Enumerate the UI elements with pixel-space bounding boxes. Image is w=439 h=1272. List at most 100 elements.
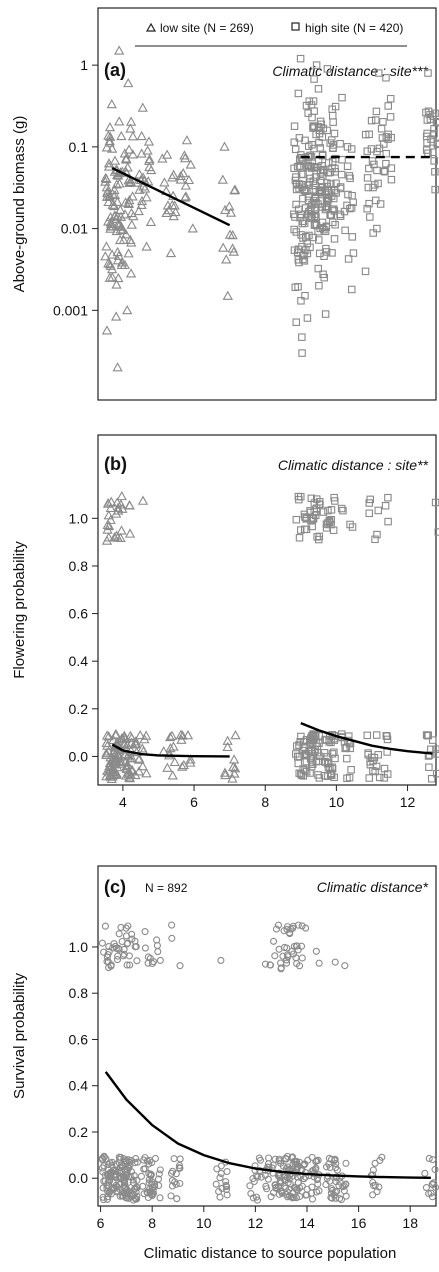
panel-c-circle-point	[168, 1182, 177, 1190]
panel-a-ytick-label: 1	[80, 57, 88, 73]
panel-a-square-point	[330, 235, 339, 243]
panel-a-square-point	[322, 223, 330, 231]
panel-b-triangle-point	[137, 495, 149, 505]
panel-c-circle-point	[115, 930, 123, 938]
panel-a-square-point	[323, 126, 331, 135]
panel-c-xtick-label: 6	[97, 1215, 105, 1231]
panel-c-circle-point	[98, 1156, 106, 1164]
panel-a-square-point	[323, 182, 332, 191]
panel-c-circle-point	[133, 1176, 141, 1185]
panel-a-triangle-point	[159, 177, 170, 187]
panel-a-triangle-point	[112, 362, 123, 372]
panel-b-square-point	[383, 732, 391, 740]
panel-c-ytick-label: 0.8	[69, 985, 89, 1001]
panel-a-triangle-point	[108, 200, 120, 211]
panel-a-square-point	[365, 164, 373, 173]
panel-b-square-point	[433, 769, 439, 778]
panel-b-triangle-point	[113, 505, 124, 515]
panel-c-fit-line	[104, 1071, 431, 1179]
panel-a-square-point	[312, 199, 320, 207]
panel-b-square-point	[295, 769, 303, 777]
panel-c-ytick-label: 0.2	[69, 1124, 89, 1140]
panel-c-circle-point	[284, 1178, 292, 1187]
panel-c-xtick-label: 12	[248, 1215, 264, 1231]
panel-a-triangle-point	[144, 155, 155, 165]
panel-a-square-point	[366, 213, 374, 221]
panel-a-square-point	[304, 109, 312, 117]
panel-b-triangle-point	[116, 490, 127, 501]
panel-c-circle-point	[147, 1187, 155, 1195]
panel-a-triangle-point	[112, 196, 123, 207]
panel-a-square-point	[372, 107, 381, 116]
panel-c-circle-point	[335, 1182, 343, 1190]
legend-square-marker	[291, 22, 300, 31]
panel-c-circle-point	[103, 957, 111, 965]
panel-b-triangle-point	[162, 762, 173, 772]
panel-b-square-point	[384, 493, 392, 502]
panel-b-triangle-point	[222, 741, 233, 752]
panel-b-square-point	[434, 528, 439, 536]
panel-b-square-point	[380, 774, 388, 782]
panel-c-circle-point	[333, 1166, 341, 1174]
panel-c-circle-point	[326, 1163, 334, 1172]
panel-a-square-point	[373, 166, 381, 175]
panel-c-circle-point	[294, 921, 302, 929]
panel-a-triangle-point	[118, 234, 129, 245]
panel-b-ytick-label: 0.0	[69, 748, 89, 764]
panel-b-triangle-point	[164, 748, 175, 758]
panel-a-triangle-point	[137, 172, 149, 182]
panel-a-triangle-point	[183, 174, 195, 185]
panel-b-square-point	[307, 758, 316, 767]
panel-b-square-point	[292, 515, 301, 524]
panel-b-square-point	[365, 499, 374, 507]
panel-c-circle-point	[123, 1192, 132, 1200]
panel-a-triangle-point	[161, 149, 173, 159]
panel-a-triangle-point	[101, 325, 113, 335]
panel-b-triangle-point	[230, 763, 241, 773]
panel-b-triangle-point	[103, 510, 114, 520]
panel-c-circle-point	[223, 1167, 231, 1176]
panel-b-frame	[97, 434, 437, 786]
panel-a-triangle-point	[187, 223, 198, 233]
panel-a-square-point	[387, 175, 396, 184]
panel-b-triangle-point	[166, 730, 178, 740]
panel-c-circle-point	[168, 921, 176, 929]
panel-b-triangle-point	[115, 756, 127, 766]
panel-a-triangle-point	[134, 184, 145, 194]
panel-b-square-point	[308, 760, 317, 769]
panel-a-triangle-point	[114, 45, 125, 55]
panel-a-triangle-point	[134, 169, 145, 179]
panel-a-square-point	[306, 243, 314, 252]
panel-c-circle-point	[283, 1152, 292, 1160]
panel-a-square-point	[304, 196, 313, 205]
panel-c-ylabel: Survival probability	[11, 973, 28, 1099]
panel-a-triangle-point	[136, 199, 147, 210]
legend-label-low-site: low site (N = 269)	[160, 21, 254, 35]
panel-c-circle-point	[123, 1166, 131, 1174]
panel-c-circle-point	[292, 1194, 300, 1202]
panel-b-triangle-point	[130, 736, 141, 746]
panel-b-triangle-point	[111, 530, 122, 540]
panel-b-triangle-point	[135, 729, 146, 740]
panel-a-square-point	[324, 194, 333, 203]
panel-a-triangle-point	[180, 191, 192, 201]
panel-a-triangle-point	[116, 130, 127, 141]
panel-a-ytick-label: 0.1	[69, 139, 89, 155]
panel-c-circle-point	[253, 1196, 262, 1204]
panel-c-circle-point	[272, 925, 281, 933]
panel-a-square-point	[314, 85, 323, 93]
panel-a-square-point	[298, 219, 307, 228]
panel-b-square-point	[296, 526, 305, 534]
panel-c-circle-point	[292, 942, 300, 950]
panel-a-square-point	[290, 138, 299, 146]
panel-a-square-point	[349, 249, 358, 257]
panel-a-triangle-point	[114, 116, 125, 126]
panel-b-square-point	[306, 754, 315, 763]
panel-c-circle-point	[257, 1173, 265, 1181]
panel-a-triangle-point	[104, 272, 115, 282]
panel-a-square-point	[371, 116, 380, 124]
panel-c-circle-point	[102, 1155, 110, 1163]
panel-c-label: (c)	[104, 877, 126, 897]
panel-a-square-point	[296, 54, 305, 63]
panel-a-square-point	[336, 139, 344, 148]
